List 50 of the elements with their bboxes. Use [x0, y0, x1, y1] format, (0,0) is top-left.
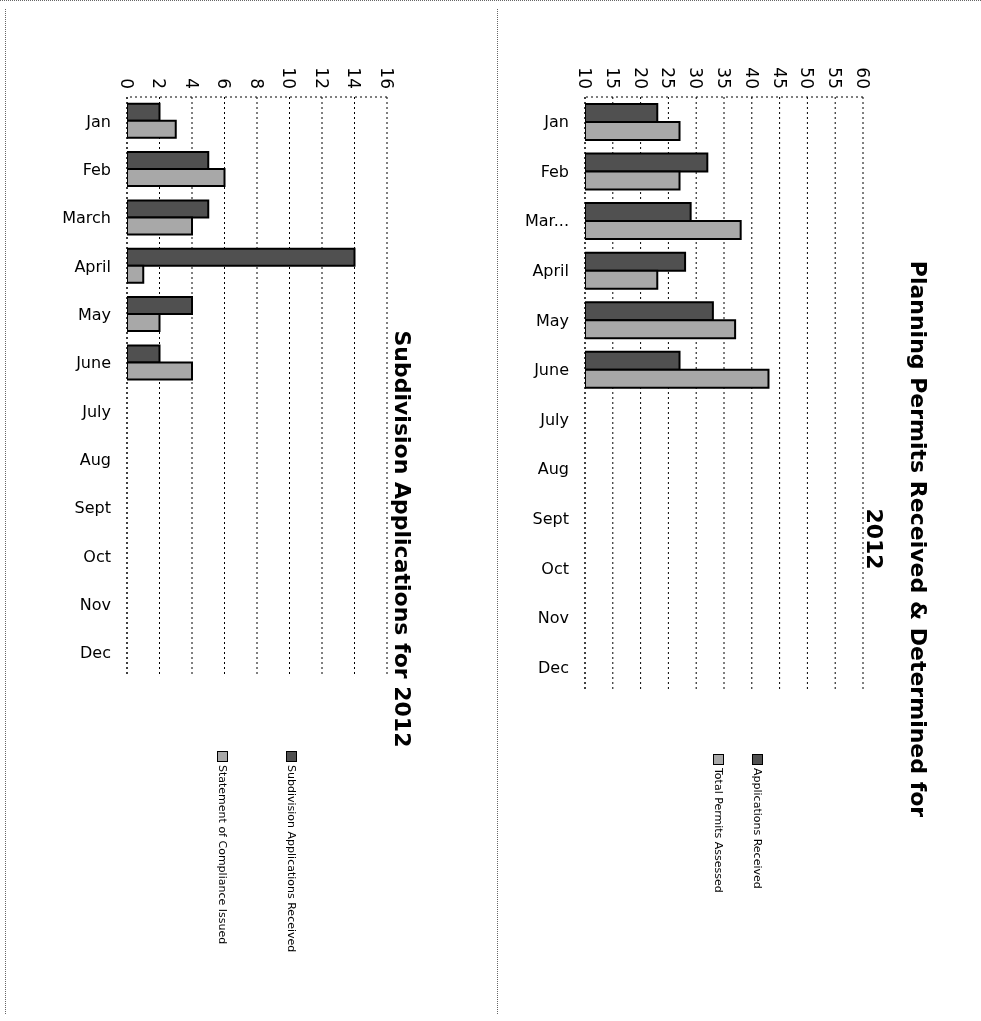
y-tick-label: Aug [537, 459, 569, 479]
x-tick-label: 8 [246, 78, 267, 89]
y-tick-label: Oct [541, 558, 569, 578]
y-tick-label: May [535, 310, 569, 330]
legend-label: Statement of Compliance Issued [216, 765, 229, 945]
x-tick-label: 0 [116, 78, 137, 89]
legend-label: Subdivision Applications Received [285, 765, 298, 953]
y-tick-label: June [533, 360, 569, 380]
x-tick-label: 40 [741, 67, 762, 89]
x-tick-label: 10 [279, 67, 300, 89]
x-tick-label: 30 [686, 67, 707, 89]
y-tick-label: Jan [85, 111, 111, 131]
x-tick-label: 35 [713, 67, 734, 89]
y-tick-label: Feb [540, 161, 569, 181]
y-tick-label: Aug [79, 450, 111, 469]
y-tick-label: July [81, 401, 111, 421]
y-tick-label: Dec [80, 643, 111, 663]
y-tick-label: April [74, 256, 111, 276]
text: Subdivision Applications for 2012 [389, 329, 416, 750]
y-tick-label: Dec [538, 657, 569, 677]
x-tick-label: 55 [825, 67, 846, 89]
x-tick-label: 10 [574, 67, 595, 89]
x-tick-label: 6 [214, 78, 235, 89]
y-tick-label: Mar... [525, 211, 569, 231]
x-tick-label: 12 [311, 67, 332, 89]
x-tick-label: 2 [149, 78, 170, 89]
y-tick-label: July [539, 409, 569, 429]
y-tick-label: Feb [82, 160, 111, 179]
x-tick-label: 15 [602, 67, 623, 89]
y-tick-label: Oct [83, 546, 111, 566]
y-tick-label: March [62, 208, 111, 228]
x-tick-label: 50 [797, 67, 818, 89]
y-tick-label: Nov [79, 595, 111, 614]
y-tick-label: May [77, 305, 111, 324]
x-tick-label: 60 [852, 67, 873, 89]
y-tick-label: April [532, 261, 569, 281]
legend-label: Applications Received [751, 768, 764, 889]
y-tick-label: Sept [532, 508, 569, 528]
x-tick-label: 4 [181, 78, 202, 89]
y-tick-label: Jan [543, 112, 569, 132]
legend-label: Total Permits Assessed [712, 768, 725, 893]
y-tick-label: Sept [74, 498, 111, 518]
y-tick-label: June [75, 353, 111, 373]
y-tick-label: Nov [537, 608, 569, 628]
x-tick-label: 45 [769, 67, 790, 89]
x-tick-label: 25 [658, 67, 679, 89]
text: Planning Permits Received & Determined for 2012 [861, 259, 932, 820]
x-tick-label: 14 [344, 67, 365, 89]
x-tick-label: 16 [376, 67, 397, 89]
x-tick-label: 20 [630, 67, 651, 89]
